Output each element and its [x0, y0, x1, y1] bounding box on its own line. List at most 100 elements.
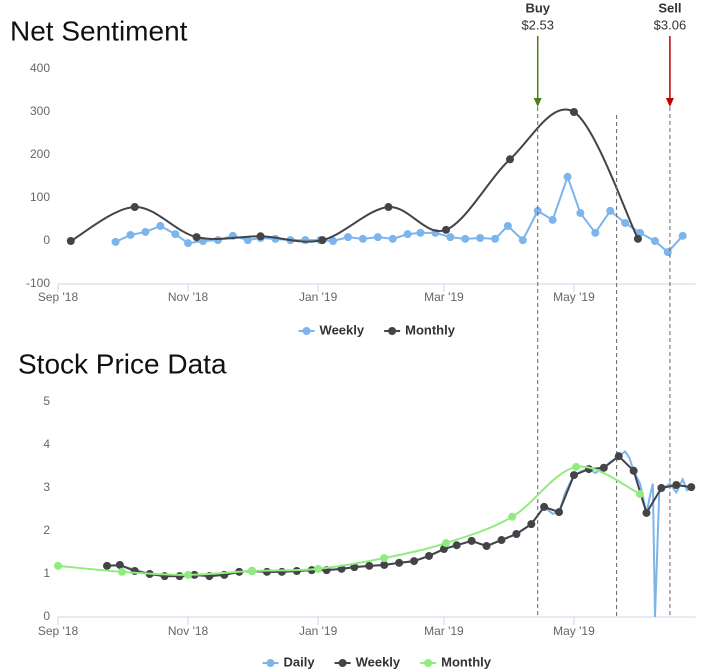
chart-title: Stock Price Data: [18, 348, 227, 379]
point: [569, 108, 578, 116]
point: [508, 512, 517, 521]
legend-label: Monthly: [441, 654, 492, 669]
point: [141, 227, 150, 236]
point: [614, 452, 623, 461]
y-tick-label: -100: [26, 276, 50, 290]
point: [117, 567, 126, 576]
legend-label: Monthly: [405, 322, 456, 337]
point: [358, 234, 367, 243]
point: [103, 561, 112, 570]
point: [446, 233, 455, 242]
point: [518, 236, 527, 245]
legend-item: Monthly: [384, 322, 456, 337]
series-line: [115, 173, 684, 254]
point: [599, 463, 608, 472]
point: [350, 563, 359, 572]
point: [416, 228, 425, 237]
y-tick-label: 4: [43, 437, 50, 451]
point: [476, 233, 485, 242]
x-tick-label: Sep '18: [38, 290, 79, 304]
point: [262, 567, 271, 576]
x-tick-label: Jan '19: [299, 624, 338, 638]
legend-label: Weekly: [320, 322, 365, 337]
point: [663, 248, 672, 257]
point: [403, 230, 412, 239]
point: [569, 471, 578, 480]
point: [388, 234, 397, 243]
point: [591, 228, 600, 237]
point: [314, 564, 323, 573]
point: [301, 236, 310, 245]
point: [126, 230, 135, 239]
arrow-head: [533, 98, 542, 107]
arrow-head: [665, 98, 674, 107]
x-tick-label: Sep '18: [38, 624, 79, 638]
point: [672, 480, 681, 489]
point: [555, 508, 564, 517]
point: [503, 221, 512, 230]
point: [184, 239, 193, 248]
legend-marker: [424, 659, 433, 667]
point: [213, 236, 222, 245]
point: [318, 236, 327, 245]
point: [633, 234, 642, 243]
annotation-title: Buy: [525, 0, 550, 15]
point: [621, 218, 630, 227]
point: [373, 233, 382, 242]
point: [380, 554, 389, 563]
point: [156, 221, 165, 230]
point: [657, 484, 666, 492]
point: [442, 225, 451, 234]
point: [540, 502, 549, 511]
chart-title: Net Sentiment: [10, 15, 188, 46]
point: [491, 234, 500, 243]
y-tick-label: 0: [43, 609, 50, 623]
x-tick-label: Jan '19: [299, 290, 338, 304]
y-tick-label: 300: [30, 104, 50, 118]
y-tick-label: 3: [43, 480, 50, 494]
point: [380, 560, 389, 569]
point: [184, 570, 193, 579]
point: [329, 237, 338, 245]
point: [687, 483, 696, 492]
legend-marker: [338, 659, 347, 667]
legend-marker: [388, 327, 397, 335]
series-line: [57, 465, 641, 576]
x-tick-label: Mar '19: [424, 290, 464, 304]
point: [452, 541, 461, 550]
point: [243, 236, 252, 245]
legend-marker: [266, 659, 275, 667]
point: [111, 237, 120, 246]
series-line: [106, 454, 692, 578]
point: [642, 508, 651, 517]
point: [678, 231, 687, 240]
legend-label: Weekly: [356, 654, 401, 669]
point: [439, 545, 448, 554]
point: [482, 542, 491, 551]
point: [563, 172, 572, 181]
point: [606, 206, 615, 215]
point: [467, 536, 476, 545]
legend-item: Monthly: [420, 654, 492, 669]
series-line: [70, 108, 639, 243]
x-tick-label: Nov '18: [168, 290, 209, 304]
point: [636, 490, 645, 499]
point: [572, 462, 581, 471]
point: [629, 466, 638, 475]
chart: Stock Price Data 0 1 2 3 4 5 Sep '18 Nov '18 Jan …: [18, 348, 696, 669]
point: [192, 233, 201, 242]
annotation-title: Sell: [658, 0, 681, 15]
legend-item: Weekly: [298, 322, 365, 337]
y-tick-label: 2: [43, 523, 50, 537]
x-tick-label: May '19: [553, 290, 595, 304]
point: [548, 215, 557, 224]
x-tick-label: Nov '18: [168, 624, 209, 638]
y-tick-label: 100: [30, 190, 50, 204]
point: [506, 155, 515, 164]
point: [442, 539, 451, 548]
legend-label: Daily: [284, 654, 316, 669]
y-tick-label: 200: [30, 147, 50, 161]
annotation-price: $3.06: [654, 17, 687, 32]
